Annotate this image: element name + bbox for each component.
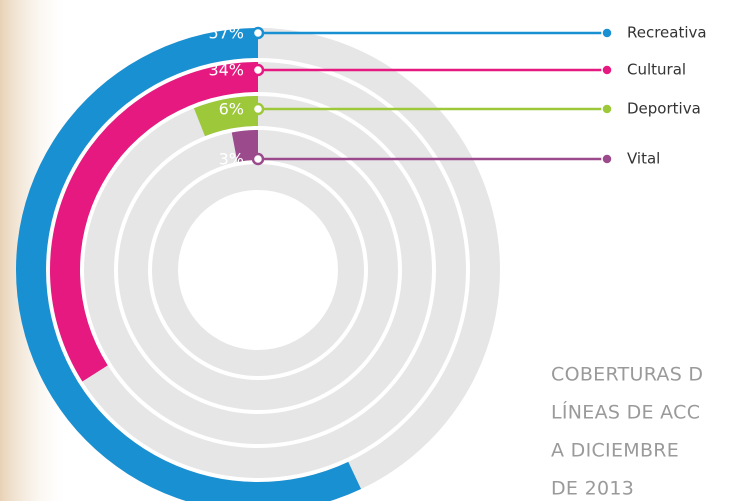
leader-start (253, 65, 263, 75)
ring-track (152, 164, 364, 376)
leader-start (253, 104, 263, 114)
caption-line: A DICIEMBRE (551, 440, 679, 462)
value-label: 6% (219, 100, 244, 119)
chart: 57% Recreativa 34% Cultural 6% Deportiva 3% Vit… (0, 0, 738, 501)
caption-line: COBERTURAS D (551, 364, 703, 386)
legend-dot (602, 65, 612, 75)
legend-label: Cultural (627, 61, 686, 79)
legend-dot (602, 154, 612, 164)
value-label: 57% (208, 24, 244, 43)
caption-line: DE 2013 (551, 478, 634, 500)
leader-start (253, 154, 263, 164)
value-label: 34% (208, 61, 244, 80)
legend-dot (602, 28, 612, 38)
leader-start (253, 28, 263, 38)
legend-dot (602, 104, 612, 114)
legend-label: Deportiva (627, 100, 701, 118)
value-label: 3% (219, 150, 244, 169)
legend-label: Vital (627, 150, 660, 168)
caption-line: LÍNEAS DE ACC (551, 401, 700, 424)
legend-label: Recreativa (627, 24, 707, 42)
